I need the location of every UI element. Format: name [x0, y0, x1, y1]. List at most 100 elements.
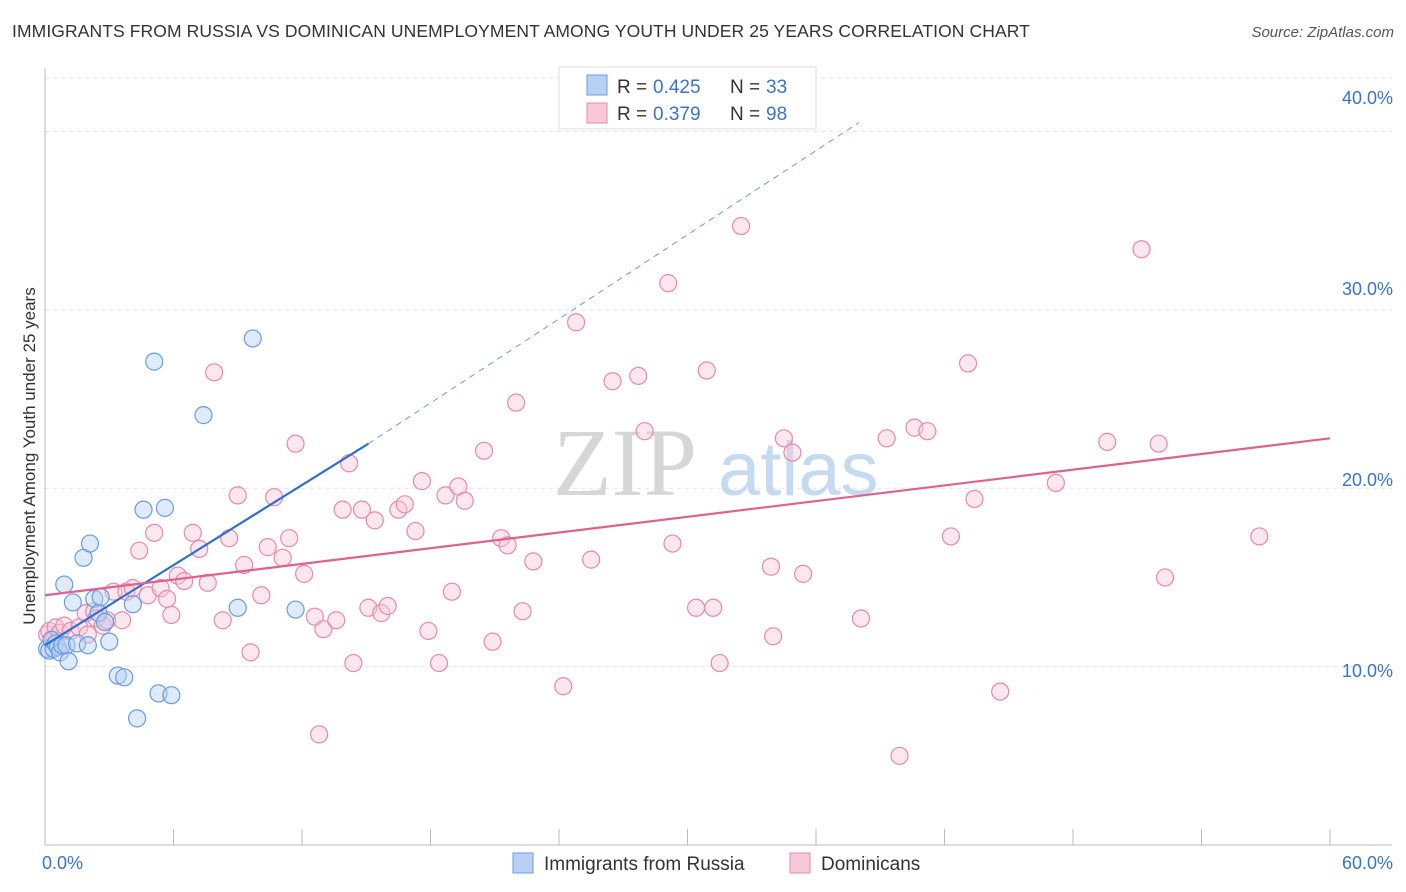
dominican-point	[603, 372, 622, 391]
dominican-point	[554, 677, 573, 696]
dominican-point	[890, 746, 909, 765]
dominican-point	[582, 550, 601, 569]
russia-point	[194, 406, 213, 425]
dominican-point	[252, 586, 271, 605]
legend-swatch-dominican	[586, 102, 608, 124]
russia-point	[91, 587, 110, 607]
russia-point	[55, 575, 74, 594]
legend-n-value: 33	[766, 77, 787, 98]
dominican-point	[419, 621, 438, 641]
russia-trend-extension	[368, 122, 860, 445]
y-tick-label: 40.0%	[1342, 88, 1393, 108]
dominican-point	[764, 627, 783, 646]
legend-r-value: 0.379	[653, 104, 701, 125]
series-legend: Immigrants from Russia Dominicans	[512, 852, 920, 875]
dominican-point	[241, 643, 260, 662]
russia-point	[162, 686, 181, 705]
dominican-point	[918, 422, 937, 441]
russia-point	[53, 636, 72, 655]
russia-points	[38, 329, 305, 728]
russia-point	[145, 352, 164, 371]
legend-label-russia: Immigrants from Russia	[544, 854, 745, 875]
trend-lines	[44, 122, 1331, 647]
dominican-point	[524, 552, 543, 571]
dominican-point	[378, 596, 397, 616]
dominican-point	[157, 589, 177, 608]
dominican-point	[305, 607, 324, 626]
dominican-point	[483, 632, 502, 651]
dominican-point	[761, 557, 781, 576]
dominican-point	[406, 521, 425, 541]
legend-r-value: 0.425	[653, 77, 701, 98]
russia-point	[95, 612, 115, 632]
dominican-point	[162, 605, 181, 625]
dominican-point	[851, 609, 871, 628]
watermark-zip: ZIP	[553, 409, 697, 516]
russia-trend-line	[44, 442, 369, 647]
legend-n-value: 98	[766, 104, 787, 125]
dominican-point	[965, 489, 984, 509]
dominican-point	[273, 548, 292, 567]
dominican-point	[629, 366, 648, 385]
dominican-point	[286, 434, 305, 453]
dominican-point	[183, 523, 202, 542]
dominican-points	[38, 216, 1269, 765]
gridlines	[45, 77, 1392, 668]
russia-point	[63, 593, 82, 612]
dominican-point	[704, 598, 723, 617]
dominican-point	[1149, 434, 1168, 453]
dominican-point	[794, 564, 813, 583]
dominican-point	[774, 429, 793, 448]
dominican-point	[1046, 473, 1065, 493]
legend-label-dominican: Dominicans	[821, 854, 920, 875]
y-axis-label: Unemployment Among Youth under 25 years	[20, 287, 39, 624]
dominican-point	[365, 511, 384, 530]
x-tick-label-max: 60.0%	[1342, 853, 1393, 873]
dominican-point	[659, 274, 678, 293]
dominican-point	[333, 500, 352, 519]
dominican-point	[513, 602, 532, 621]
dominican-point	[130, 541, 149, 560]
russia-point	[286, 600, 305, 619]
dominican-point	[429, 653, 449, 673]
russia-point	[115, 668, 134, 687]
dominican-point	[697, 361, 716, 380]
chart-title: IMMIGRANTS FROM RUSSIA VS DOMINICAN UNEM…	[12, 21, 1030, 41]
dominican-point	[151, 579, 170, 598]
dominican-point	[1132, 240, 1151, 259]
dominican-point	[235, 555, 254, 575]
dominican-point	[280, 529, 299, 548]
dominican-point	[112, 611, 132, 630]
dominican-point	[1098, 432, 1117, 451]
y-tick-label: 10.0%	[1342, 661, 1393, 681]
legend-n-label: N =	[730, 104, 760, 125]
dominican-point	[442, 582, 462, 601]
dominican-point	[352, 500, 372, 519]
dominican-point	[783, 443, 802, 462]
dominican-point	[372, 604, 391, 623]
dominican-point	[340, 454, 359, 473]
russia-point	[80, 534, 100, 553]
dominican-point	[310, 725, 329, 744]
dominican-point	[1250, 527, 1269, 546]
dominican-point	[228, 486, 247, 505]
dominican-point	[327, 611, 346, 630]
dominican-trend-line	[44, 437, 1331, 597]
dominican-point	[663, 534, 682, 553]
dominican-point	[412, 472, 432, 491]
legend-n-label: N =	[730, 77, 760, 98]
russia-point	[108, 666, 127, 685]
russia-point	[243, 329, 262, 348]
russia-point	[155, 498, 175, 517]
axes	[44, 68, 1392, 846]
legend-swatch-russia	[586, 74, 608, 96]
legend-r-label: R =	[617, 77, 647, 98]
dominican-point	[991, 682, 1010, 701]
dominican-point	[205, 363, 224, 382]
russia-point	[123, 595, 142, 614]
dominican-point	[635, 422, 654, 441]
legend-r-label: R =	[617, 104, 647, 125]
y-tick-label: 30.0%	[1342, 279, 1393, 299]
dominican-point	[145, 523, 164, 542]
